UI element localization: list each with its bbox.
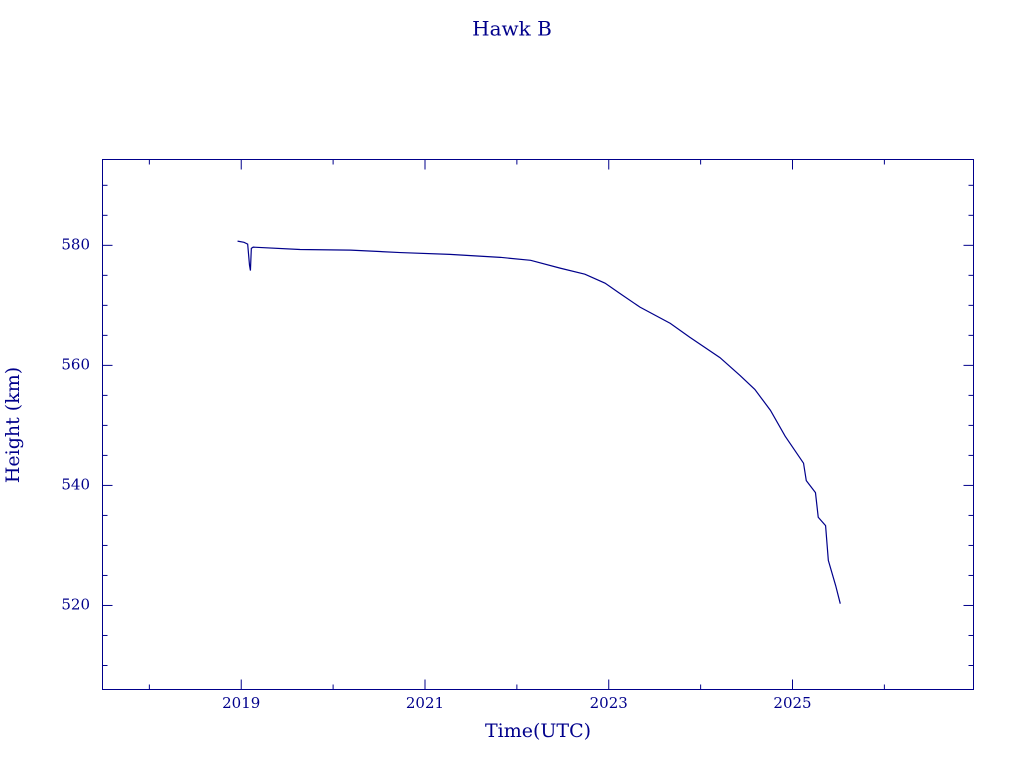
y-tick-label: 540 <box>61 475 90 493</box>
plot-frame <box>102 159 974 690</box>
y-tick-label: 580 <box>61 235 90 253</box>
x-tick-label: 2019 <box>222 694 260 712</box>
y-tick-label: 560 <box>61 355 90 373</box>
y-tick-label: 520 <box>61 595 90 613</box>
y-axis-label: Height (km) <box>2 367 24 483</box>
chart-title: Hawk B <box>472 17 552 41</box>
x-tick-label: 2021 <box>406 694 444 712</box>
data-line <box>237 240 841 604</box>
x-axis-label: Time(UTC) <box>485 720 591 742</box>
x-tick-label: 2025 <box>773 694 811 712</box>
x-tick-label: 2023 <box>590 694 628 712</box>
